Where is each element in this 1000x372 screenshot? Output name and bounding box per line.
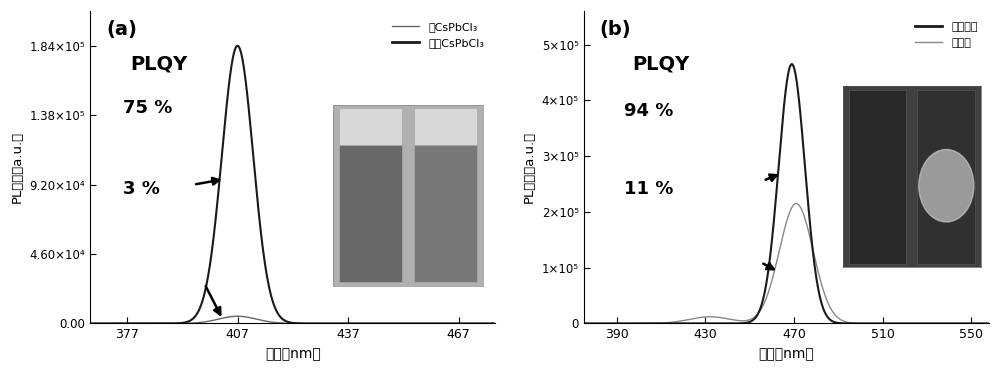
Y-axis label: PL强度（a.u.）: PL强度（a.u.） <box>523 131 536 203</box>
绯CsPbCl₃ <box>154 321 166 326</box>
优化CsPbCl₃ <box>232 44 244 48</box>
优化蓝光 <box>931 321 943 326</box>
X-axis label: 波长（nm）: 波长（nm） <box>265 347 321 361</box>
绯CsPbCl₃ <box>240 315 252 319</box>
Y-axis label: PL强度（a.u.）: PL强度（a.u.） <box>11 131 24 203</box>
Legend: 优化蓝光, 绯蓝光: 优化蓝光, 绯蓝光 <box>909 17 983 53</box>
Line: 绯蓝光: 绯蓝光 <box>584 203 989 324</box>
Text: PLQY: PLQY <box>632 55 690 74</box>
Text: (b): (b) <box>600 20 631 39</box>
优化蓝光 <box>578 321 590 326</box>
Legend: 绯CsPbCl₃, 优化CsPbCl₃: 绯CsPbCl₃, 优化CsPbCl₃ <box>386 17 490 53</box>
绯CsPbCl₃ <box>84 321 96 326</box>
Text: (a): (a) <box>106 20 137 39</box>
优化蓝光 <box>786 62 798 66</box>
Line: 绯CsPbCl₃: 绯CsPbCl₃ <box>90 316 495 324</box>
优化CsPbCl₃ <box>489 321 501 326</box>
优化CsPbCl₃ <box>84 321 96 326</box>
绯蓝光 <box>790 201 802 206</box>
优化CsPbCl₃ <box>482 321 494 326</box>
优化蓝光 <box>975 321 987 326</box>
绯蓝光 <box>578 321 590 326</box>
优化蓝光 <box>733 321 745 326</box>
Text: 75 %: 75 % <box>123 99 172 116</box>
优化蓝光 <box>751 314 763 318</box>
Text: PLQY: PLQY <box>131 55 188 74</box>
优化CsPbCl₃ <box>130 321 142 326</box>
Text: 11 %: 11 % <box>624 180 674 198</box>
优化CsPbCl₃ <box>240 79 252 83</box>
绯蓝光 <box>733 318 745 323</box>
Text: 3 %: 3 % <box>123 180 159 198</box>
Text: 94 %: 94 % <box>624 102 674 120</box>
X-axis label: 波长（nm）: 波长（nm） <box>758 347 814 361</box>
绯CsPbCl₃ <box>489 321 501 326</box>
优化CsPbCl₃ <box>154 321 166 326</box>
绯CsPbCl₃ <box>257 318 269 323</box>
Line: 优化蓝光: 优化蓝光 <box>584 64 989 324</box>
绯蓝光 <box>624 321 636 326</box>
Line: 优化CsPbCl₃: 优化CsPbCl₃ <box>90 46 495 324</box>
绯CsPbCl₃ <box>232 314 244 318</box>
绯蓝光 <box>983 321 995 326</box>
绯蓝光 <box>931 321 943 326</box>
绯CsPbCl₃ <box>130 321 142 326</box>
优化CsPbCl₃ <box>438 321 450 326</box>
绯蓝光 <box>751 313 763 317</box>
优化CsPbCl₃ <box>257 250 269 254</box>
绯蓝光 <box>975 321 987 326</box>
优化蓝光 <box>624 321 636 326</box>
优化蓝光 <box>648 321 660 326</box>
绯CsPbCl₃ <box>438 321 450 326</box>
绯CsPbCl₃ <box>482 321 494 326</box>
优化蓝光 <box>983 321 995 326</box>
绯蓝光 <box>648 321 660 326</box>
